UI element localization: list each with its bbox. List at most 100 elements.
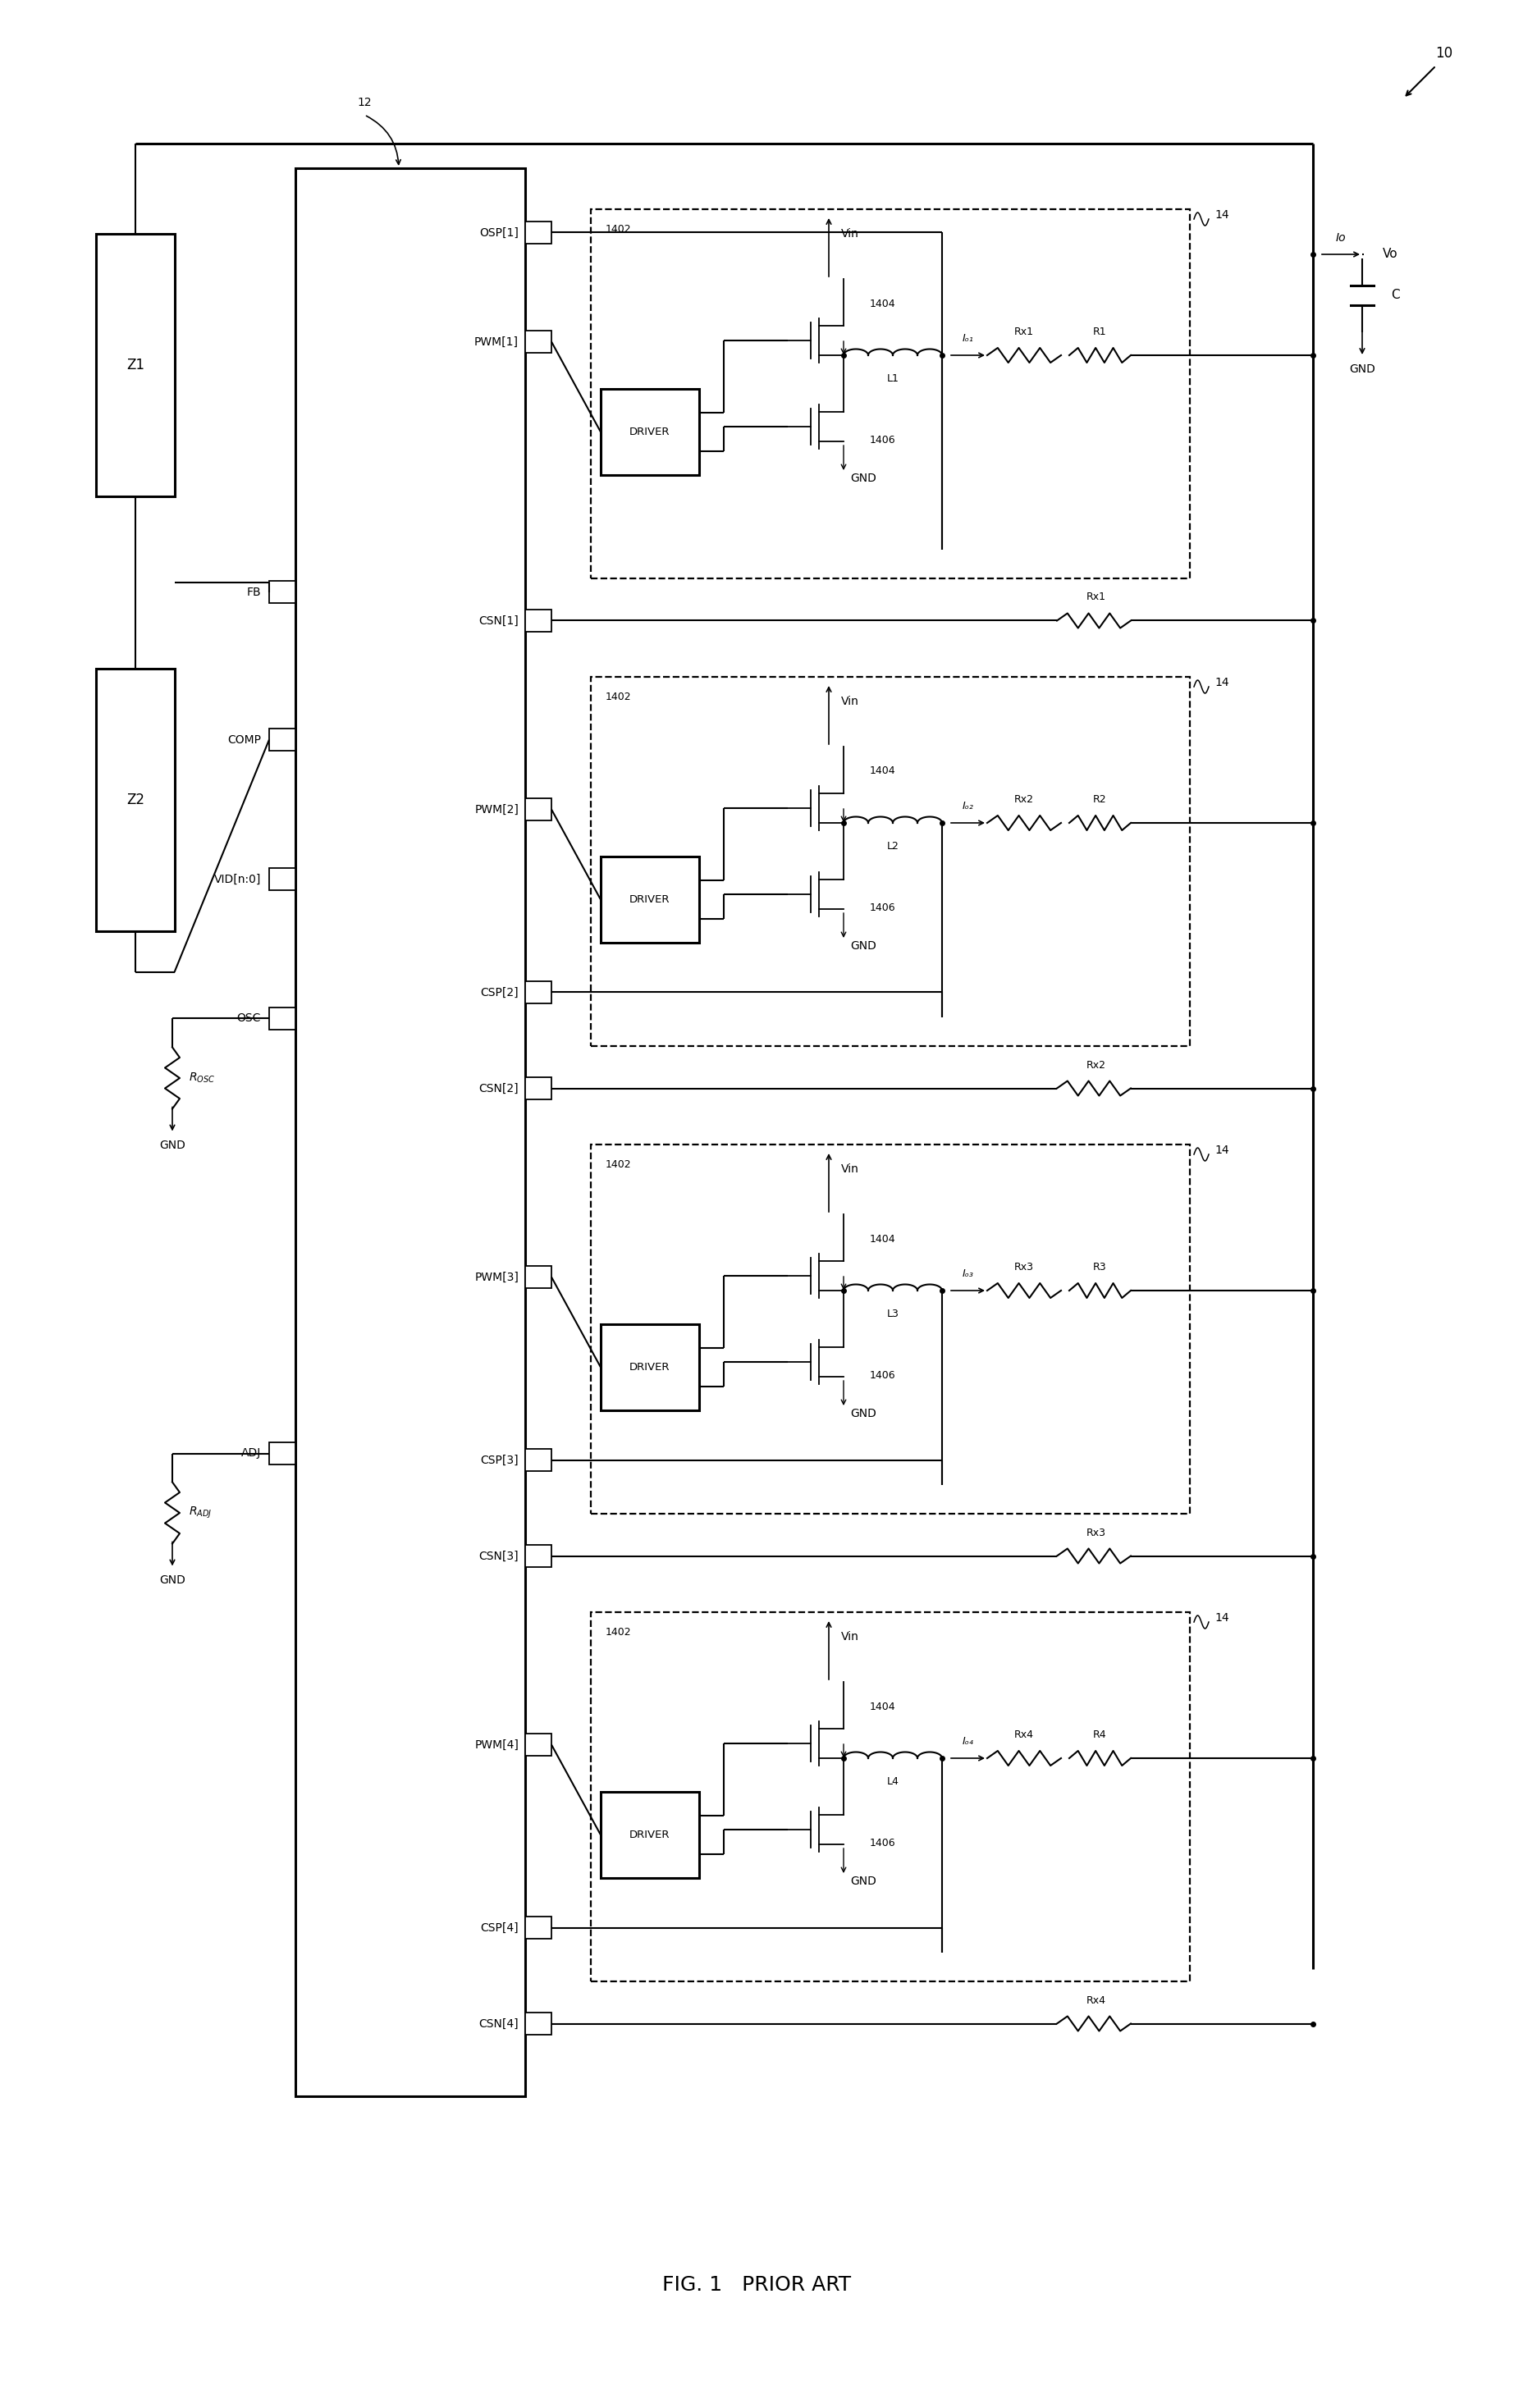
Text: 1406: 1406 <box>871 1837 896 1849</box>
Text: Z2: Z2 <box>126 792 144 807</box>
Text: L2: L2 <box>887 840 899 852</box>
Text: L4: L4 <box>887 1777 899 1787</box>
Text: Iₒ₃: Iₒ₃ <box>963 1269 974 1279</box>
Text: 1406: 1406 <box>871 903 896 913</box>
Text: 14: 14 <box>1214 209 1229 222</box>
Text: FIG. 1   PRIOR ART: FIG. 1 PRIOR ART <box>663 2276 851 2295</box>
Text: DRIVER: DRIVER <box>630 426 671 438</box>
Bar <box>525 222 551 243</box>
Bar <box>269 1007 295 1031</box>
Text: PWM[1]: PWM[1] <box>474 337 519 347</box>
Text: Rx3: Rx3 <box>1014 1262 1034 1271</box>
Text: 1402: 1402 <box>606 1628 631 1637</box>
Bar <box>525 799 551 821</box>
Bar <box>590 677 1190 1045</box>
Bar <box>525 1450 551 1471</box>
Text: Rx1: Rx1 <box>1014 327 1034 337</box>
Bar <box>525 330 551 354</box>
Text: Vo: Vo <box>1382 248 1397 260</box>
Text: Iₒ₂: Iₒ₂ <box>963 802 974 811</box>
Text: Vin: Vin <box>842 696 858 708</box>
Text: L1: L1 <box>887 373 899 383</box>
Text: CSN[3]: CSN[3] <box>478 1551 519 1563</box>
Text: 14: 14 <box>1214 1613 1229 1623</box>
Bar <box>97 234 174 496</box>
Text: 14: 14 <box>1214 677 1229 689</box>
Text: Rx3: Rx3 <box>1086 1527 1105 1539</box>
Text: Iₒ₄: Iₒ₄ <box>963 1736 974 1748</box>
Bar <box>295 169 525 2097</box>
Text: 14: 14 <box>1214 1144 1229 1156</box>
Text: CSP[2]: CSP[2] <box>480 987 519 997</box>
Text: PWM[3]: PWM[3] <box>474 1271 519 1283</box>
Text: Iₒ₁: Iₒ₁ <box>963 335 974 344</box>
Text: 12: 12 <box>357 96 371 108</box>
Text: R2: R2 <box>1093 795 1107 804</box>
Text: 1404: 1404 <box>871 1700 896 1712</box>
Bar <box>525 1917 551 1938</box>
Text: R4: R4 <box>1093 1729 1107 1741</box>
Bar <box>601 1324 699 1411</box>
Bar <box>97 669 174 932</box>
Bar <box>269 867 295 891</box>
Text: DRIVER: DRIVER <box>630 1363 671 1373</box>
Text: GND: GND <box>851 939 877 951</box>
Text: L3: L3 <box>887 1308 899 1320</box>
Text: 1402: 1402 <box>606 691 631 703</box>
Text: R3: R3 <box>1093 1262 1107 1271</box>
Text: $R_{OSC}$: $R_{OSC}$ <box>189 1072 215 1084</box>
Text: FB: FB <box>247 585 260 597</box>
Text: 1404: 1404 <box>871 299 896 308</box>
Bar <box>269 580 295 602</box>
Text: Rx4: Rx4 <box>1086 1994 1105 2006</box>
Bar <box>590 1144 1190 1515</box>
Text: 1402: 1402 <box>606 1158 631 1170</box>
Text: PWM[2]: PWM[2] <box>474 804 519 816</box>
Text: 1402: 1402 <box>606 224 631 234</box>
Bar <box>525 1076 551 1100</box>
Text: Rx2: Rx2 <box>1086 1060 1105 1069</box>
Bar <box>269 730 295 751</box>
Text: VID[n:0]: VID[n:0] <box>213 874 260 884</box>
Text: C: C <box>1391 289 1399 301</box>
Bar <box>525 980 551 1004</box>
Text: 1404: 1404 <box>871 1233 896 1245</box>
Bar <box>601 388 699 474</box>
Text: 1406: 1406 <box>871 436 896 445</box>
Text: Z1: Z1 <box>126 359 144 373</box>
Text: Vin: Vin <box>842 229 858 238</box>
Bar <box>525 1734 551 1755</box>
Text: DRIVER: DRIVER <box>630 1830 671 1840</box>
Bar <box>525 609 551 631</box>
Text: OSC: OSC <box>236 1014 260 1023</box>
Text: Vin: Vin <box>842 1630 858 1642</box>
Text: GND: GND <box>851 472 877 484</box>
Bar <box>525 1546 551 1568</box>
Text: Vin: Vin <box>842 1163 858 1175</box>
Text: Rx2: Rx2 <box>1014 795 1034 804</box>
Text: CSP[3]: CSP[3] <box>480 1454 519 1466</box>
Text: 1406: 1406 <box>871 1370 896 1380</box>
Text: Rx4: Rx4 <box>1014 1729 1034 1741</box>
Text: GND: GND <box>851 1409 877 1418</box>
Text: R1: R1 <box>1093 327 1107 337</box>
Bar <box>525 2013 551 2035</box>
Text: DRIVER: DRIVER <box>630 893 671 905</box>
Text: Rx1: Rx1 <box>1086 592 1105 602</box>
Bar <box>590 209 1190 578</box>
Bar <box>525 1267 551 1288</box>
Text: Io: Io <box>1335 231 1346 243</box>
Bar <box>590 1613 1190 1982</box>
Text: ADJ: ADJ <box>241 1447 260 1459</box>
Text: COMP: COMP <box>227 734 260 746</box>
Text: PWM[4]: PWM[4] <box>474 1739 519 1751</box>
Text: CSN[2]: CSN[2] <box>478 1084 519 1093</box>
Text: GND: GND <box>851 1876 877 1888</box>
Text: GND: GND <box>159 1139 185 1151</box>
Bar <box>269 1442 295 1464</box>
Text: CSP[4]: CSP[4] <box>480 1922 519 1934</box>
Text: GND: GND <box>1349 364 1375 376</box>
Text: 10: 10 <box>1435 46 1453 60</box>
Text: CSN[4]: CSN[4] <box>478 2018 519 2030</box>
Bar <box>601 1792 699 1878</box>
